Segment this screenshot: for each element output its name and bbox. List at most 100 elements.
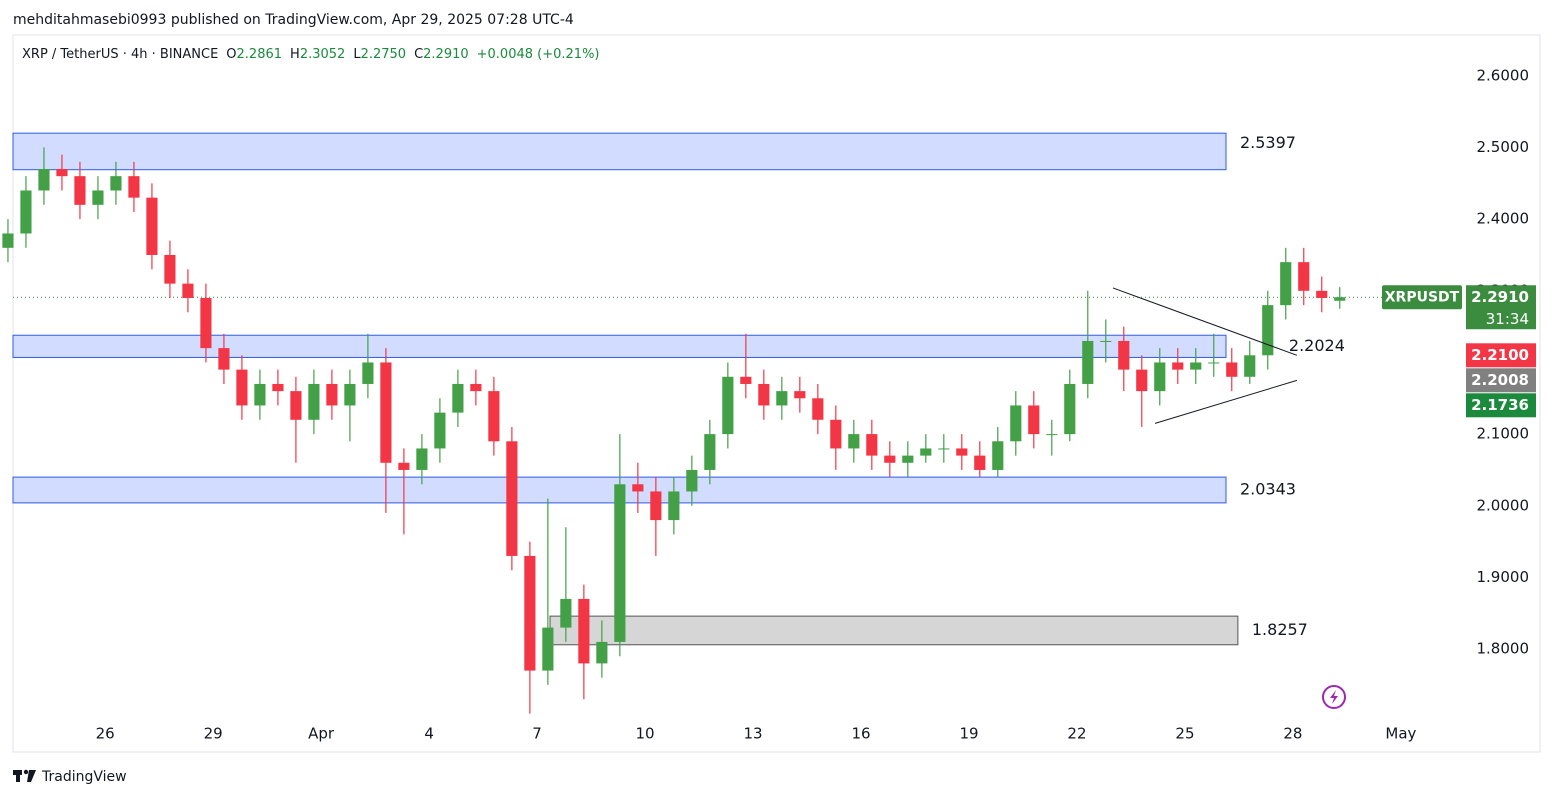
y-tick-label: 2.5000: [1477, 138, 1530, 156]
candle-body: [452, 383, 464, 413]
candle-body: [794, 391, 806, 399]
candle-body: [650, 491, 662, 521]
candle-body: [380, 362, 392, 463]
price-label: 2.2100: [1471, 346, 1529, 364]
y-tick-label: 1.8000: [1477, 640, 1530, 658]
price-label-box: [1466, 393, 1536, 418]
y-tick-label: 2.6000: [1477, 66, 1530, 84]
candle-body: [56, 168, 68, 177]
candle-body: [74, 176, 86, 205]
candle-body: [1010, 405, 1022, 442]
change: +0.0048 (+0.21%): [477, 47, 600, 62]
candle-body: [110, 176, 122, 191]
close: 2.2910: [423, 47, 469, 62]
price-label: 2.1736: [1471, 396, 1529, 414]
candle-body: [1208, 362, 1220, 364]
zone-label: 1.8257: [1252, 620, 1308, 639]
candle-body: [686, 469, 698, 492]
candle-body: [848, 434, 860, 449]
x-tick-label: Apr: [308, 725, 335, 743]
candle-body: [506, 441, 518, 556]
candle-body: [254, 383, 266, 406]
candle-body: [1280, 262, 1292, 306]
price-label: 2.2910: [1471, 288, 1529, 306]
candle-body: [596, 641, 608, 664]
y-tick-label: 2.0000: [1477, 496, 1530, 514]
candle-body: [1262, 305, 1274, 356]
candle-body: [1244, 355, 1256, 377]
candle-body: [488, 391, 500, 442]
candle-body: [632, 484, 644, 492]
candle-body: [542, 627, 554, 671]
candle-body: [290, 391, 302, 420]
candle-body: [830, 419, 842, 449]
legend-header: XRP / TetherUS · 4h · BINANCE O2.2861 H2.3…: [22, 47, 600, 62]
candle-body: [236, 369, 248, 406]
x-tick-label: 28: [1283, 725, 1302, 743]
y-tick-label: 1.9000: [1477, 568, 1530, 586]
price-label-box: [1466, 368, 1536, 393]
x-tick-label: 19: [959, 725, 978, 743]
brand: TradingView: [41, 769, 127, 785]
candle-body: [308, 383, 320, 420]
candle-body: [92, 190, 104, 205]
candle-body: [668, 491, 680, 521]
x-tick-label: 26: [96, 725, 115, 743]
countdown: 31:34: [1486, 310, 1529, 328]
candle-body: [560, 598, 572, 628]
candle-body: [974, 455, 986, 470]
candle-body: [182, 283, 194, 298]
symbol-tag: [1382, 285, 1462, 310]
candle-body: [164, 254, 176, 284]
candle-body: [1226, 362, 1238, 377]
price-label-box: [1466, 285, 1536, 330]
zone-label: 2.0343: [1240, 480, 1296, 499]
zone-label: 2.2024: [1289, 336, 1345, 355]
candle-body: [38, 168, 50, 191]
candle-body: [416, 448, 428, 470]
low-label: L: [353, 47, 361, 62]
open-label: O: [226, 47, 236, 62]
price-label: 2.2008: [1471, 371, 1529, 389]
candle-body: [524, 555, 536, 671]
candle-body: [218, 348, 230, 370]
candle-body: [272, 383, 284, 392]
x-tick-label: 16: [851, 725, 870, 743]
candle-body: [1334, 297, 1346, 301]
candle-body: [2, 233, 14, 248]
trendline: [1112, 287, 1298, 356]
trendline: [1154, 379, 1298, 424]
candle-body: [344, 383, 356, 406]
x-tick-label: May: [1385, 725, 1416, 743]
candle-body: [1064, 383, 1076, 435]
x-tick-label: 29: [204, 725, 223, 743]
zone: [549, 615, 1239, 646]
y-tick-label: 2.4000: [1477, 210, 1530, 228]
candle-body: [812, 398, 824, 420]
price-label-box: [1466, 343, 1536, 368]
candle-body: [1316, 290, 1328, 298]
candle-body: [1082, 340, 1094, 384]
candle-body: [1046, 434, 1058, 436]
candle-body: [20, 190, 32, 234]
candle-body: [614, 484, 626, 642]
zone-label: 2.5397: [1240, 133, 1296, 152]
candle-body: [1118, 340, 1130, 370]
candle-body: [938, 448, 950, 450]
candle-body: [1298, 262, 1310, 291]
high: 2.3052: [300, 47, 346, 62]
flash-icon[interactable]: [1322, 685, 1346, 709]
publisher: mehditahmasebi0993 published on TradingV…: [13, 12, 574, 28]
symbol: XRP / TetherUS · 4h · BINANCE: [22, 47, 218, 62]
x-tick-label: 13: [743, 725, 762, 743]
candle-body: [128, 176, 140, 198]
open: 2.2861: [237, 47, 283, 62]
candle-body: [362, 362, 374, 384]
high-label: H: [290, 47, 300, 62]
close-label: C: [414, 47, 423, 62]
tv-logo: [13, 769, 36, 782]
candle-body: [1172, 362, 1184, 370]
chart-frame: [12, 34, 1541, 753]
candle-body: [146, 197, 158, 255]
candle-body: [956, 448, 968, 456]
